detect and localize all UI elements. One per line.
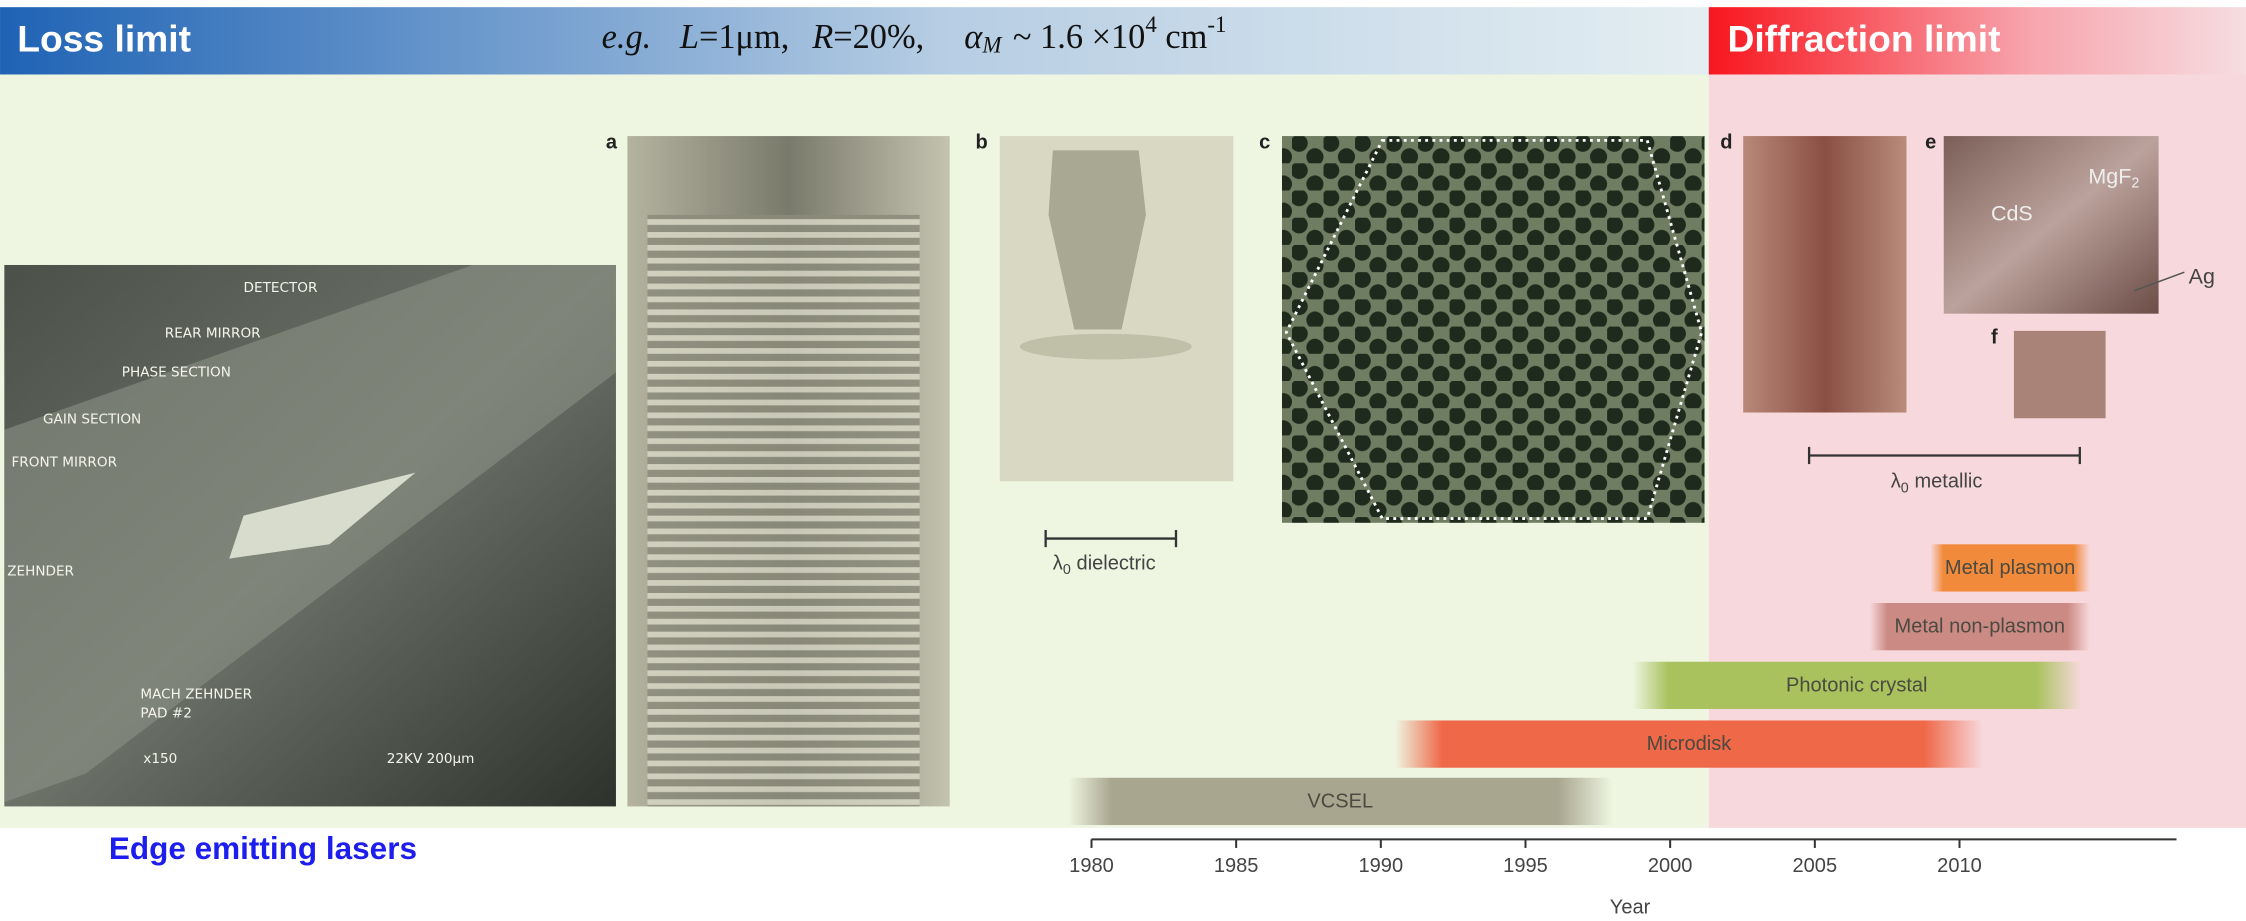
photo-label: PHASE SECTION bbox=[122, 364, 231, 380]
figure: Loss limit Diffraction limit e.g. L=1μm, R… bbox=[0, 0, 2246, 921]
tick-label: 1990 bbox=[1359, 855, 1404, 877]
material-label: Ag bbox=[2189, 265, 2215, 289]
loss-title: Loss limit bbox=[17, 17, 191, 59]
photo-label: x150 bbox=[143, 751, 177, 767]
formula-part: α bbox=[964, 18, 983, 56]
bar-label: Metal plasmon bbox=[1945, 557, 2075, 579]
formula: e.g. L=1μm, R=20%, αM ~ 1.6 ×104 cm-1 bbox=[602, 12, 1227, 57]
material: 2 bbox=[2131, 175, 2139, 191]
photo-label: DETECTOR bbox=[244, 280, 318, 296]
scale-sub: 0 bbox=[1063, 562, 1071, 578]
formula-part: 4 bbox=[1145, 12, 1157, 37]
photo-c bbox=[1282, 136, 1705, 523]
scale-symbol: λ bbox=[1891, 471, 1901, 493]
scale-text: metallic bbox=[1914, 471, 1982, 493]
panel-label: a bbox=[606, 132, 618, 154]
photo-f bbox=[2014, 331, 2106, 418]
material-label: CdS bbox=[1991, 202, 2033, 226]
bar-label: Metal non-plasmon bbox=[1894, 616, 2065, 638]
formula-part: cm bbox=[1165, 18, 1207, 56]
bar-label: VCSEL bbox=[1307, 790, 1373, 812]
edge-laser-photo: DETECTOR REAR MIRROR PHASE SECTION GAIN … bbox=[4, 265, 616, 806]
photo-label: MACH ZEHNDER bbox=[140, 687, 252, 703]
formula-part: ~ 1.6 ×10 bbox=[1013, 18, 1145, 56]
photo-label: 22KV 200μm bbox=[387, 751, 475, 767]
panel-label: d bbox=[1720, 132, 1732, 154]
photo-label: GAIN SECTION bbox=[43, 412, 141, 428]
scale-symbol: λ bbox=[1053, 553, 1063, 575]
formula-part: e.g. bbox=[602, 18, 652, 56]
pillar bbox=[647, 215, 919, 807]
tick-label: 2005 bbox=[1793, 855, 1838, 877]
tick-label: 1985 bbox=[1214, 855, 1259, 877]
photo-label: ZEHNDER bbox=[7, 564, 74, 580]
tick-label: 2000 bbox=[1648, 855, 1693, 877]
photo-label: REAR MIRROR bbox=[165, 326, 261, 342]
tick-label: 1980 bbox=[1069, 855, 1114, 877]
panel-label: c bbox=[1259, 132, 1270, 154]
diffraction-title: Diffraction limit bbox=[1727, 17, 2000, 59]
scale-sub: 0 bbox=[1901, 480, 1909, 496]
tick-label: 2010 bbox=[1937, 855, 1982, 877]
edge-caption: Edge emitting lasers bbox=[109, 830, 417, 866]
bar-label: Photonic crystal bbox=[1786, 674, 1928, 696]
panel-label: e bbox=[1925, 132, 1936, 154]
formula-part: =20%, bbox=[833, 18, 924, 56]
disk bbox=[1020, 334, 1192, 360]
formula-part: M bbox=[981, 33, 1003, 58]
axis-label: Year bbox=[1610, 896, 1651, 918]
photo-label: PAD #2 bbox=[140, 705, 191, 721]
formula-part: -1 bbox=[1207, 12, 1226, 37]
formula-part: L bbox=[679, 18, 699, 56]
photo-e bbox=[1944, 136, 2159, 314]
formula-part: R bbox=[811, 18, 833, 56]
scale-text: dielectric bbox=[1077, 553, 1156, 575]
formula-part: =1μm, bbox=[699, 18, 789, 56]
panel-label: b bbox=[975, 132, 987, 154]
bar-label: Microdisk bbox=[1647, 733, 1733, 755]
photo-d bbox=[1743, 136, 1906, 412]
material: MgF bbox=[2088, 164, 2131, 188]
photo-label: FRONT MIRROR bbox=[11, 455, 117, 471]
tick-label: 1995 bbox=[1503, 855, 1548, 877]
panel-label: f bbox=[1991, 326, 1998, 348]
